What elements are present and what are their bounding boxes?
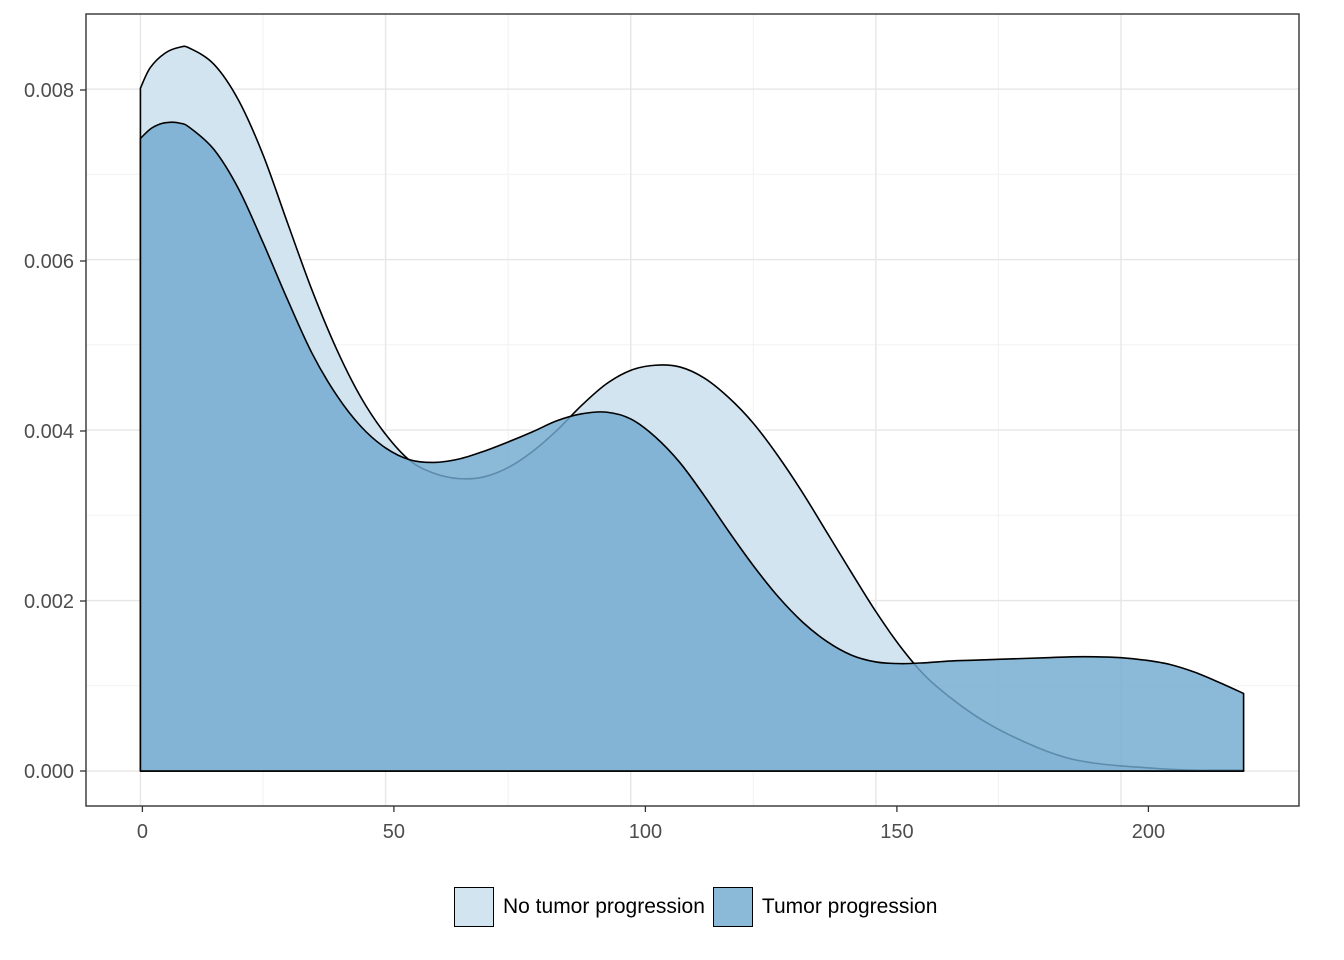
- x-tick-label: 0: [137, 821, 148, 843]
- legend-key-no-tumor-progression: [454, 887, 494, 927]
- legend-label: No tumor progression: [503, 895, 705, 918]
- x-axis: 0 50 100 150 200: [137, 806, 1165, 843]
- density-areas: [139, 45, 1245, 772]
- density-area-tumor-progression: [139, 121, 1245, 772]
- y-tick-label: 0.000: [24, 761, 74, 783]
- y-tick-label: 0.002: [24, 591, 74, 613]
- x-tick-label: 150: [880, 821, 913, 843]
- legend: No tumor progression Tumor progression: [454, 884, 945, 930]
- legend-label: Tumor progression: [761, 895, 938, 918]
- legend-item-no-tumor-progression: No tumor progression: [454, 887, 705, 927]
- y-tick-label: 0.006: [24, 251, 74, 273]
- x-tick-label: 100: [629, 821, 662, 843]
- y-tick-label: 0.004: [24, 421, 74, 443]
- legend-item-tumor-progression: Tumor progression: [712, 887, 938, 927]
- legend-key-tumor-progression: [712, 887, 753, 927]
- panel-border: [85, 13, 1300, 807]
- x-tick-label: 50: [383, 821, 405, 843]
- x-tick-label: 200: [1132, 821, 1165, 843]
- y-tick-label: 0.008: [24, 80, 74, 102]
- y-axis: 0.000 0.002 0.004 0.006 0.008: [24, 80, 86, 783]
